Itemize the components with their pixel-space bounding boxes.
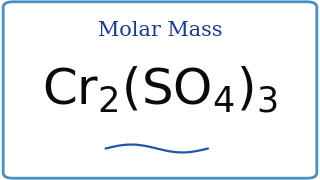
Text: Molar Mass: Molar Mass [98, 21, 222, 40]
FancyBboxPatch shape [3, 2, 317, 178]
Text: $\mathrm{Cr_2(SO_4)_3}$: $\mathrm{Cr_2(SO_4)_3}$ [42, 65, 278, 115]
